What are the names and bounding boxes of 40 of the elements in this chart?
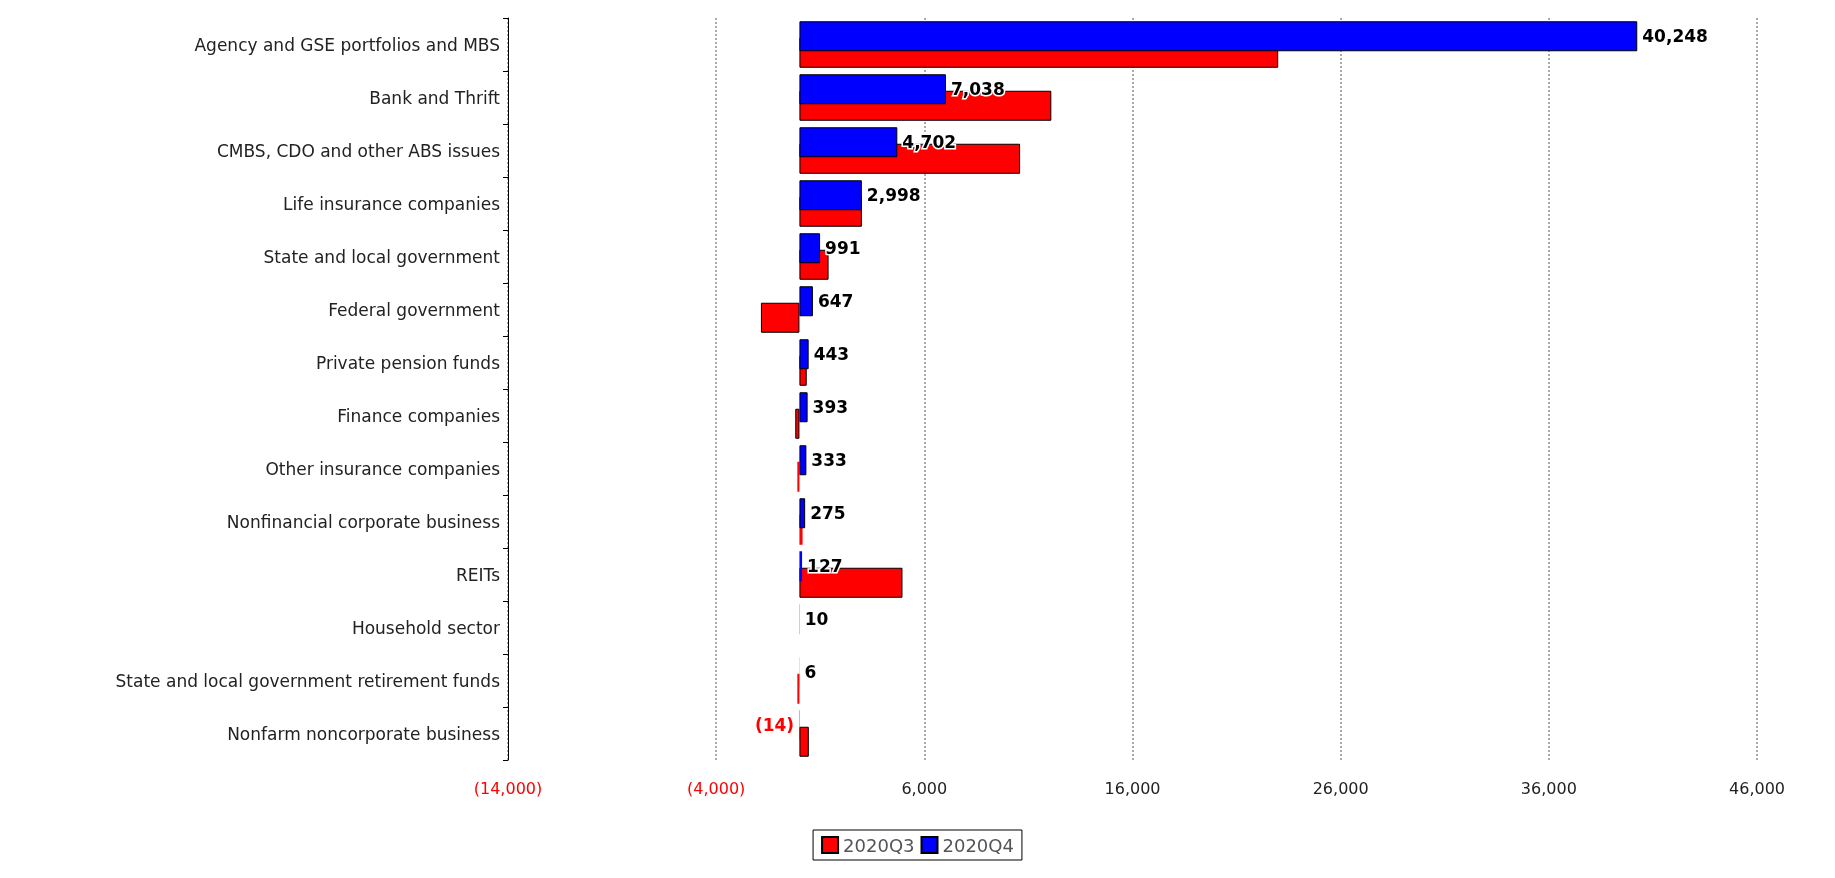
data-label: 275 xyxy=(810,503,846,524)
data-label: 6 xyxy=(804,662,817,683)
y-tick-label: CMBS, CDO and other ABS issues xyxy=(216,140,501,161)
legend-label: 2020Q4 xyxy=(942,834,1014,856)
data-label: 333 xyxy=(811,450,847,471)
data-label: 443 xyxy=(813,344,850,365)
x-tick-label: (14,000) xyxy=(473,778,543,798)
y-tick-label: Household sector xyxy=(351,617,500,638)
y-tick-label: Federal government xyxy=(328,299,501,320)
x-tick-label: 46,000 xyxy=(1729,778,1785,798)
data-label: 40,248 xyxy=(1642,26,1708,47)
data-label: 10 xyxy=(804,609,829,630)
y-tick-label: Agency and GSE portfolios and MBS xyxy=(194,34,500,55)
bar xyxy=(799,551,803,582)
y-tick-label: Private pension funds xyxy=(315,352,501,373)
data-label: (14) xyxy=(754,715,795,736)
y-tick-label: State and local government xyxy=(263,246,501,267)
x-tick-label: 36,000 xyxy=(1520,778,1577,798)
data-label: 991 xyxy=(825,238,861,259)
y-tick-label: Nonfarm noncorporate business xyxy=(227,723,501,744)
y-tick-label: Finance companies xyxy=(337,405,501,426)
data-label: 2,998 xyxy=(866,185,921,206)
x-tick-label: 16,000 xyxy=(1104,778,1161,798)
x-tick-label: 26,000 xyxy=(1312,778,1369,798)
bar xyxy=(799,498,806,529)
y-tick-label: REITs xyxy=(456,564,501,585)
bar xyxy=(797,673,800,704)
bar xyxy=(799,445,807,476)
data-label: 393 xyxy=(812,397,849,418)
x-tick-label: 6,000 xyxy=(901,778,948,798)
y-tick-label: State and local government retirement funds xyxy=(115,670,501,691)
y-tick-label: Nonfinancial corporate business xyxy=(226,511,501,532)
y-tick-label: Bank and Thrift xyxy=(369,87,501,108)
x-tick-label: (4,000) xyxy=(687,778,746,798)
y-tick-label: Other insurance companies xyxy=(265,458,501,479)
y-tick-label: Life insurance companies xyxy=(283,193,501,214)
bar xyxy=(799,726,809,757)
bar xyxy=(797,461,800,492)
legend-label: 2020Q3 xyxy=(843,834,915,856)
data-label: 647 xyxy=(817,291,854,312)
